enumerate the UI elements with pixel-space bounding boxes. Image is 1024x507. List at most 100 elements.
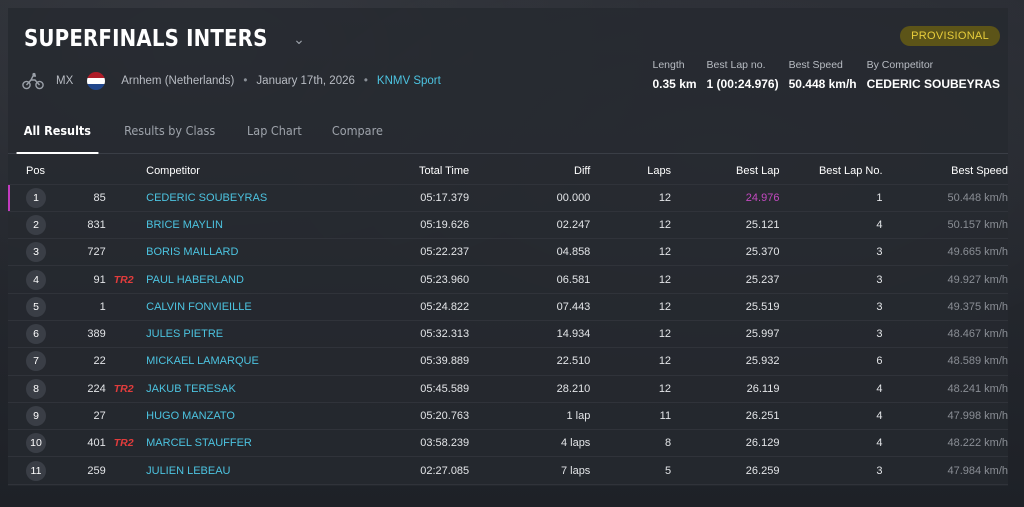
total-time: 05:17.379 [401, 184, 470, 212]
table-row[interactable]: 11 259 JULIEN LEBEAU 02:27.085 7 laps 5 26.259… [8, 456, 1008, 485]
tag-cell: TR2 [105, 375, 147, 403]
total-time: 05:32.313 [401, 320, 470, 349]
tag-cell: TR2 [105, 265, 147, 294]
total-time: 05:19.626 [401, 211, 470, 240]
laps: 12 [590, 265, 672, 294]
best-lap: 26.251 [671, 402, 780, 431]
table-row[interactable]: 9 27 HUGO MANZATO 05:20.763 1 lap 11 26.251 4 47… [8, 402, 1008, 431]
total-time: 05:22.237 [401, 238, 470, 267]
stat-by-competitor: By Competitor CEDERIC SOUBEYRAS [867, 59, 1000, 91]
stat-value: 1 (00:24.976) [706, 77, 779, 91]
competitor-link[interactable]: CALVIN FONVIEILLE [146, 300, 252, 313]
competitor-link[interactable]: CEDERIC SOUBEYRAS [146, 191, 268, 204]
competitor-link[interactable]: JULES PIETRE [146, 328, 224, 341]
table-row[interactable]: 3 727 BORIS MAILLARD 05:22.237 04.858 12 25.37… [8, 238, 1008, 267]
total-time: 03:58.239 [401, 429, 470, 458]
separator-dot: • [363, 75, 368, 87]
col-total-time[interactable]: Total Time [401, 159, 470, 185]
position-badge: 5 [26, 296, 46, 317]
competitor-cell: MICKAEL LAMARQUE [146, 347, 402, 376]
race-number: 85 [73, 184, 106, 212]
col-best-lap-no[interactable]: Best Lap No. [779, 159, 883, 185]
event-date: January 17th, 2026 [256, 75, 355, 87]
position-cell: 2 [8, 211, 74, 240]
best-lap-no: 3 [779, 320, 883, 349]
laps: 11 [590, 402, 672, 431]
table-row[interactable]: 5 1 CALVIN FONVIEILLE 05:24.822 07.443 12 25.5… [8, 293, 1008, 321]
diff: 06.581 [469, 265, 591, 294]
table-header-row: Pos Competitor Total Time Diff Laps Best… [8, 159, 1008, 185]
best-speed: 49.375 km/h [882, 293, 1008, 321]
event-stats: Length 0.35 km Best Lap no. 1 (00:24.976… [653, 59, 1001, 91]
col-pos[interactable]: Pos [8, 159, 74, 185]
competitor-link[interactable]: HUGO MANZATO [146, 410, 235, 423]
status-badge: PROVISIONAL [900, 26, 1000, 46]
best-lap-no: 3 [779, 293, 883, 321]
best-lap-no: 1 [779, 184, 883, 212]
class-tag: TR2 [113, 382, 134, 395]
stat-value: CEDERIC SOUBEYRAS [866, 77, 1000, 91]
organizer-link[interactable]: KNMV Sport [376, 75, 441, 87]
chevron-down-icon[interactable]: ⌄ [293, 30, 305, 47]
col-competitor[interactable]: Competitor [146, 159, 402, 185]
table-row[interactable]: 4 91 TR2 PAUL HABERLAND 05:23.960 06.581 12 25.… [8, 265, 1008, 294]
tab-all-results[interactable]: All Results [16, 118, 99, 154]
col-best-speed[interactable]: Best Speed [882, 159, 1008, 185]
best-speed: 49.927 km/h [882, 265, 1008, 294]
table-row[interactable]: 10 401 TR2 MARCEL STAUFFER 03:58.239 4 laps 8 2… [8, 429, 1008, 458]
laps: 12 [590, 238, 672, 267]
laps: 12 [590, 293, 672, 321]
best-lap: 25.519 [671, 293, 780, 321]
tab-compare[interactable]: Compare [331, 123, 383, 138]
tag-cell [105, 320, 147, 349]
diff: 02.247 [469, 211, 591, 240]
race-number: 22 [73, 347, 106, 376]
stat-value: 0.35 km [652, 77, 697, 91]
competitor-link[interactable]: MICKAEL LAMARQUE [146, 355, 259, 368]
race-number: 389 [73, 320, 106, 349]
best-lap-no: 3 [779, 238, 883, 267]
table-row[interactable]: 6 389 JULES PIETRE 05:32.313 14.934 12 25.997 3… [8, 320, 1008, 349]
col-tag [105, 159, 147, 185]
position-cell: 7 [8, 347, 74, 376]
stat-label: Best Lap no. [706, 59, 766, 71]
competitor-cell: CALVIN FONVIEILLE [146, 293, 402, 321]
competitor-link[interactable]: MARCEL STAUFFER [146, 437, 252, 450]
stat-label: Best Speed [788, 59, 843, 71]
tag-cell [105, 211, 147, 240]
best-speed: 47.998 km/h [882, 402, 1008, 431]
race-number: 259 [73, 456, 106, 485]
position-cell: 5 [8, 293, 74, 321]
competitor-cell: JULIEN LEBEAU [146, 456, 402, 485]
tag-cell [105, 293, 147, 321]
stat-label: By Competitor [866, 59, 934, 71]
competitor-link[interactable]: BORIS MAILLARD [146, 246, 239, 259]
table-row[interactable]: 2 831 BRICE MAYLIN 05:19.626 02.247 12 25.121 4… [8, 211, 1008, 240]
best-lap-no: 4 [779, 375, 883, 403]
tab-results-by-class[interactable]: Results by Class [123, 123, 215, 138]
stat-best-lap-no: Best Lap no. 1 (00:24.976) [707, 59, 779, 91]
results-tabs: All Results Results by Class Lap Chart C… [8, 118, 1008, 154]
class-tag: TR2 [113, 437, 134, 450]
competitor-link[interactable]: JAKUB TERESAK [146, 382, 236, 395]
competitor-link[interactable]: JULIEN LEBEAU [146, 464, 231, 477]
best-speed: 49.665 km/h [882, 238, 1008, 267]
competitor-link[interactable]: PAUL HABERLAND [146, 273, 244, 286]
diff: 28.210 [469, 375, 591, 403]
diff: 00.000 [469, 184, 591, 212]
diff: 14.934 [469, 320, 591, 349]
col-diff[interactable]: Diff [469, 159, 591, 185]
table-row[interactable]: 1 85 CEDERIC SOUBEYRAS 05:17.379 00.000 12 24.… [8, 184, 1008, 212]
position-badge: 11 [26, 460, 46, 481]
competitor-cell: HUGO MANZATO [146, 402, 402, 431]
table-row[interactable]: 7 22 MICKAEL LAMARQUE 05:39.889 22.510 12 25.9… [8, 347, 1008, 376]
competitor-cell: CEDERIC SOUBEYRAS [146, 184, 402, 212]
tab-lap-chart[interactable]: Lap Chart [247, 123, 302, 138]
stat-value: 50.448 km/h [788, 77, 857, 91]
position-badge: 8 [26, 378, 46, 399]
col-laps[interactable]: Laps [590, 159, 672, 185]
col-best-lap[interactable]: Best Lap [671, 159, 780, 185]
position-cell: 6 [8, 320, 74, 349]
competitor-link[interactable]: BRICE MAYLIN [146, 218, 223, 231]
table-row[interactable]: 8 224 TR2 JAKUB TERESAK 05:45.589 28.210 12 26.… [8, 375, 1008, 403]
